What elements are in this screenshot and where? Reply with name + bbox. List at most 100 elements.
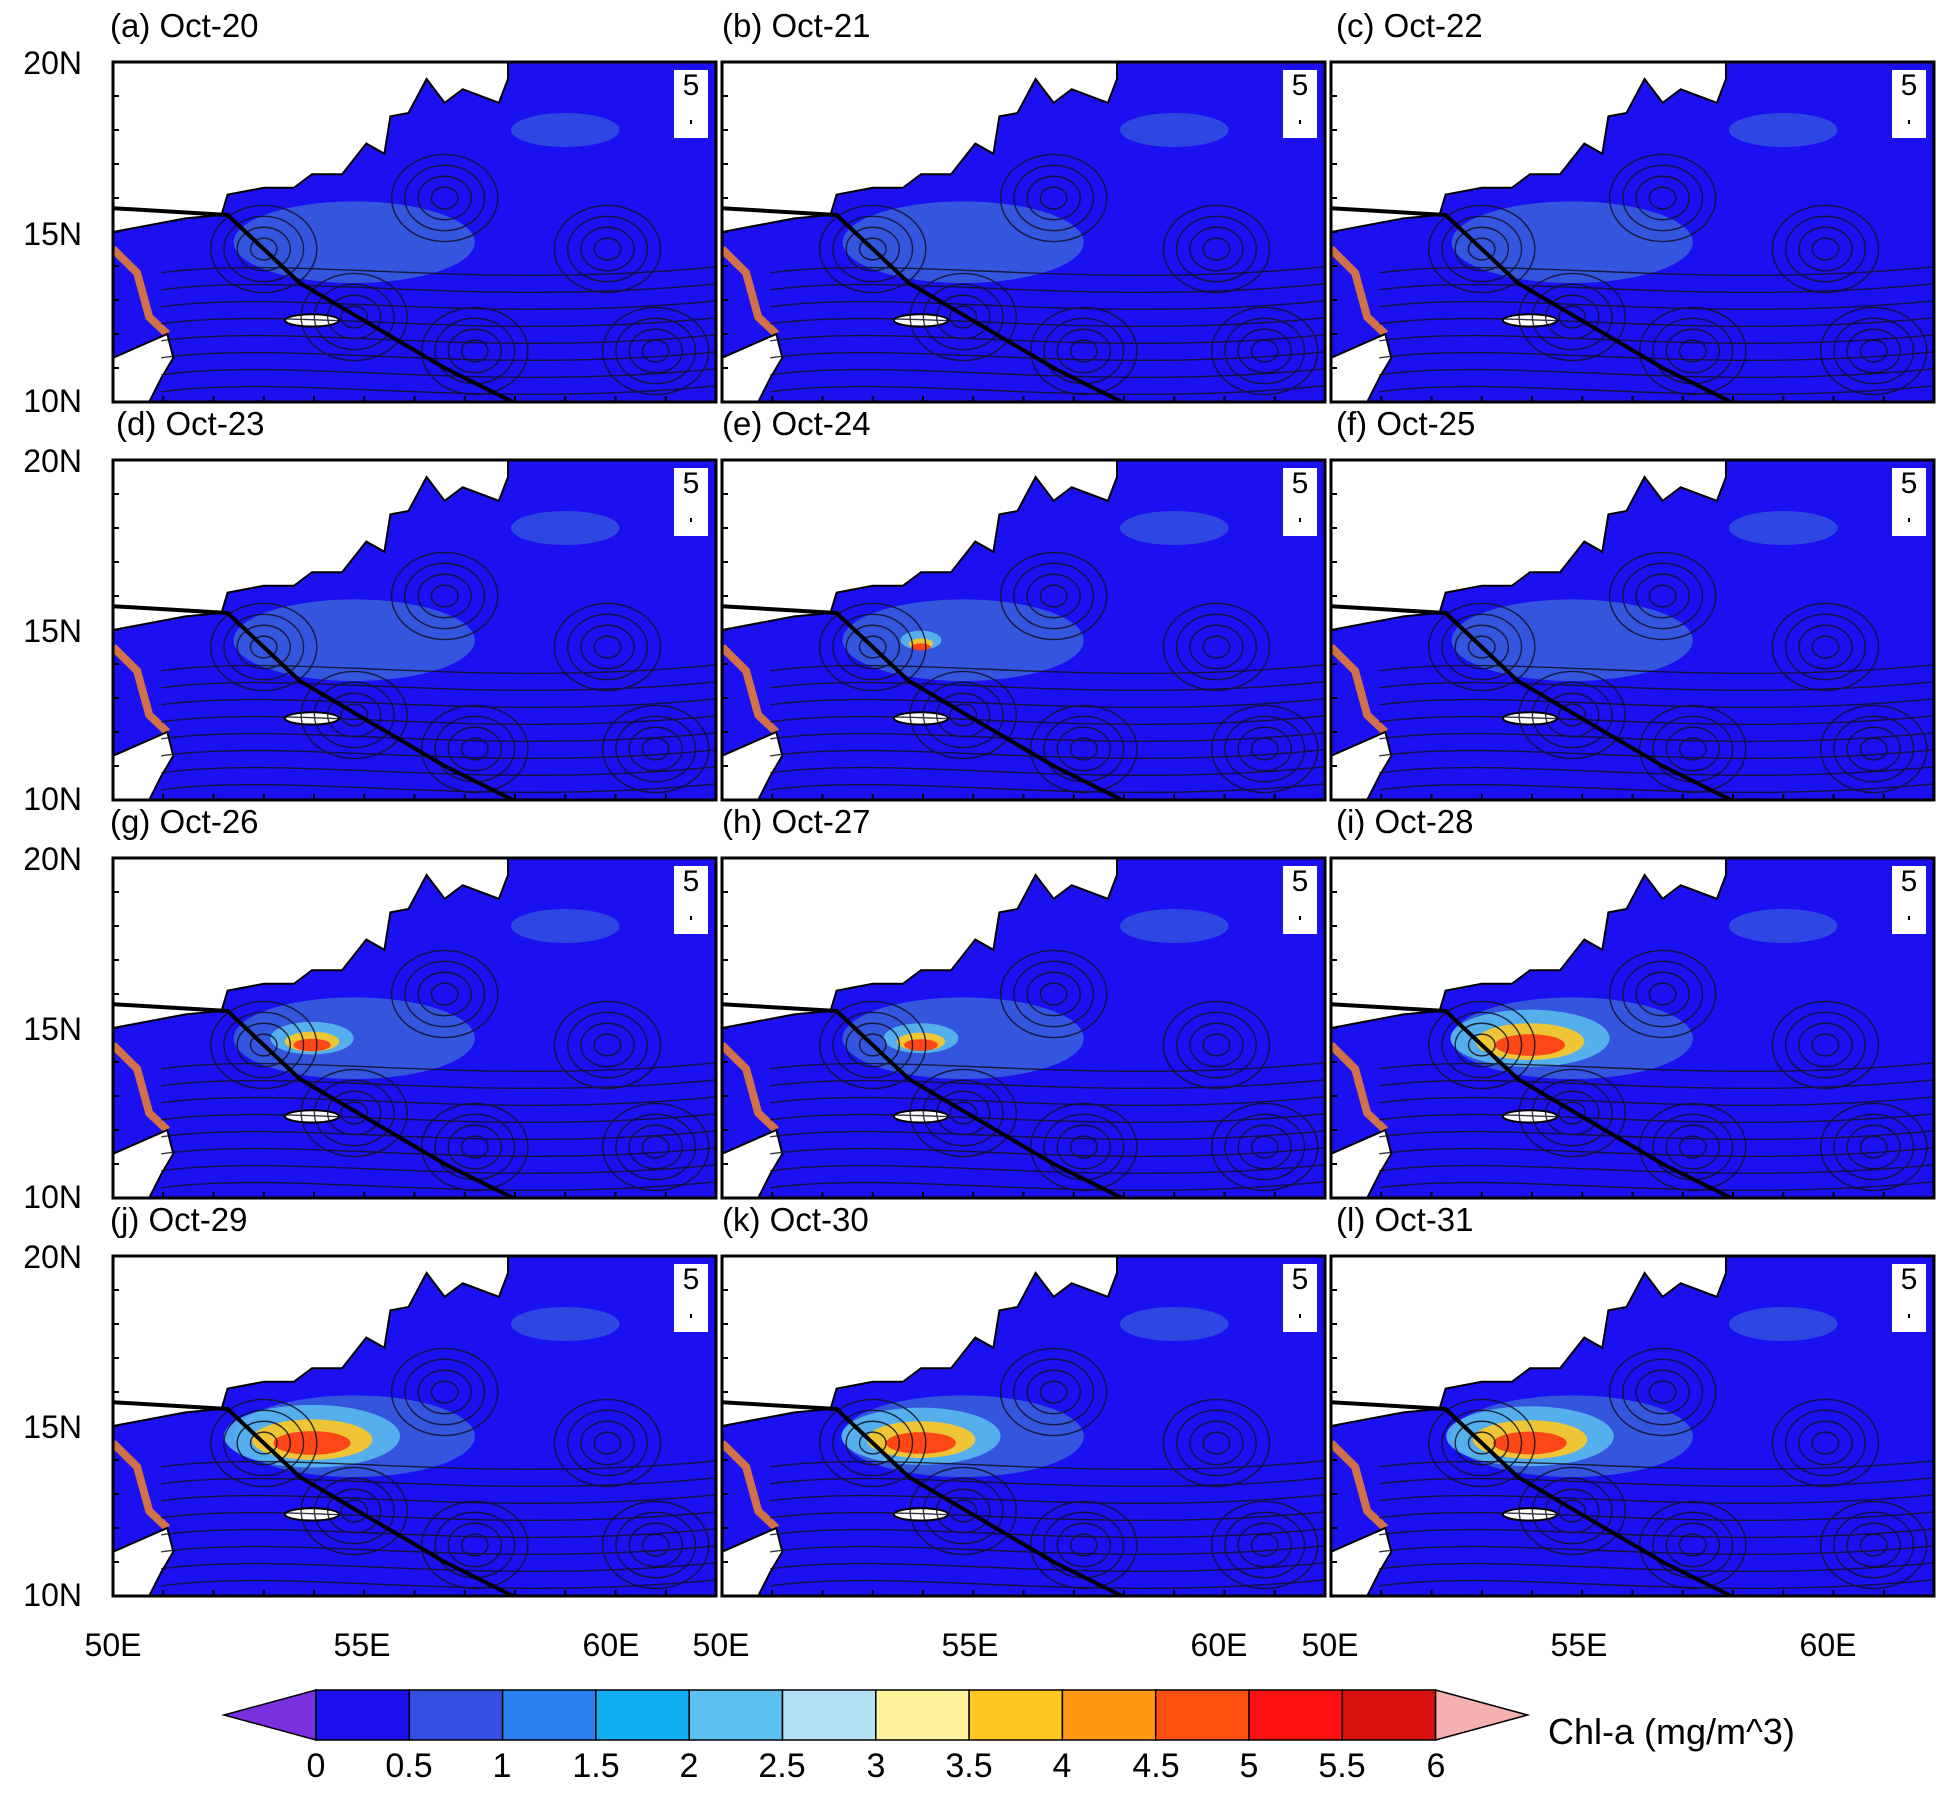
streamline-loop <box>1441 1011 1523 1079</box>
streamline-loop <box>1069 1135 1098 1159</box>
streamline-loop <box>1622 1358 1704 1426</box>
streamline-loop <box>1846 726 1901 772</box>
streamline-loop <box>1798 226 1853 272</box>
streamline-flow <box>1379 1579 1934 1590</box>
colorbar-tick-4-5: 4.5 <box>1132 1747 1180 1785</box>
streamline-loop <box>223 215 305 283</box>
streamline-loop <box>1531 681 1613 749</box>
land-arabia <box>113 858 509 1030</box>
streamline-loop <box>1635 175 1690 221</box>
streamline-loop <box>209 204 318 294</box>
streamline-loop <box>1558 305 1587 329</box>
streamline-loop <box>1202 1431 1231 1455</box>
streamline-flow <box>1379 300 1934 311</box>
streamline-flow <box>770 698 1325 709</box>
streamline-loop <box>1427 1000 1536 1090</box>
streamline-loop <box>1237 328 1292 374</box>
tick-marks <box>112 459 717 801</box>
colorbar-title: Chl-a (mg/m^3) <box>1548 1711 1795 1752</box>
streamline-loop <box>1467 1431 1496 1455</box>
streamline-loop <box>236 1022 291 1068</box>
colorbar-tick-1-5: 1.5 <box>572 1747 620 1785</box>
streamline-loop <box>553 1000 662 1090</box>
ref-vector-g: 5 <box>682 865 700 898</box>
streamline-flow <box>161 1477 716 1488</box>
map-panel-g <box>111 856 718 1200</box>
streamline-loop <box>1771 204 1880 294</box>
streamlines <box>1379 1347 1934 1590</box>
land-arabia <box>113 62 509 234</box>
reference-vector-box <box>1892 70 1926 138</box>
streamline-loop <box>593 237 622 261</box>
streamline-loop <box>845 624 900 670</box>
reference-vector-arrow <box>690 916 692 920</box>
bloom-core <box>293 1038 331 1052</box>
streamline-flow <box>770 1579 1325 1590</box>
streamline-loop <box>417 573 472 619</box>
streamline-loop <box>1622 164 1704 232</box>
streamline-flow <box>161 1545 716 1556</box>
streamline-loop <box>566 1409 648 1477</box>
streamline-loop <box>593 1033 622 1057</box>
land-somalia <box>722 1128 784 1198</box>
tick-marks <box>721 857 1326 1199</box>
streamline-flow <box>1379 681 1934 692</box>
streamline-loop <box>1454 1420 1509 1466</box>
streamline-flow <box>161 783 716 794</box>
coastal-bloom <box>722 1440 780 1531</box>
ref-vector-b: 5 <box>1291 69 1309 102</box>
streamline-loop <box>1784 613 1866 681</box>
land-somalia <box>1331 332 1393 402</box>
streamline-loop <box>1639 1500 1747 1590</box>
ref-vector-d: 5 <box>682 467 700 500</box>
reference-vector-box <box>674 1264 708 1332</box>
boundary-line <box>1331 206 1736 402</box>
streamline-loop <box>1846 1522 1901 1568</box>
streamline-loop <box>601 1500 710 1590</box>
streamline-loop <box>615 715 697 783</box>
streamline-loop <box>1162 1000 1271 1090</box>
reference-vector-arrow <box>1908 1314 1910 1318</box>
streamline-loop <box>832 215 914 283</box>
streamline-flow <box>1379 283 1934 294</box>
streamline-flow <box>770 1545 1325 1556</box>
map-panel-c <box>1329 60 1936 404</box>
streamline-loop <box>1026 573 1081 619</box>
map-panel-h <box>720 856 1327 1200</box>
streamline-loop <box>628 726 683 772</box>
streamline-loop <box>1798 1022 1853 1068</box>
streamline-loop <box>313 1079 395 1147</box>
lat-label-10n-row4: 10N <box>23 1577 82 1613</box>
streamline-flow <box>1379 1477 1934 1488</box>
streamline-loop <box>430 186 459 210</box>
streamline-flow <box>161 300 716 311</box>
streamline-loop <box>1648 186 1677 210</box>
streamline-loop <box>628 1124 683 1170</box>
streamline-flow <box>161 385 716 396</box>
streamline-flow <box>770 1562 1325 1573</box>
ref-vector-j: 5 <box>682 1263 700 1296</box>
ref-vector-a: 5 <box>682 69 700 102</box>
streamline-loop <box>1784 1011 1866 1079</box>
streamline-flow <box>770 766 1325 777</box>
streamline-flow <box>161 1562 716 1573</box>
lat-label-15n-row3: 15N <box>23 1011 82 1047</box>
streamline-loop <box>999 949 1108 1039</box>
panel-title-d: (d) Oct-23 <box>116 405 265 442</box>
streamline-loop <box>236 226 291 272</box>
streamline-loop <box>209 1000 318 1090</box>
streamline-loop <box>832 1409 914 1477</box>
streamline-flow <box>1379 1062 1934 1073</box>
coastal-bloom <box>1331 1440 1389 1531</box>
streamline-flow <box>161 351 716 362</box>
land-arabia <box>722 62 1118 234</box>
lat-label-20n-row1: 20N <box>23 45 82 81</box>
streamline-loop <box>1635 971 1690 1017</box>
streamline-loop <box>430 982 459 1006</box>
lon-label-60e-col1: 60E <box>582 1627 640 1663</box>
streamline-loop <box>1811 237 1840 261</box>
streamline-flow <box>161 664 716 675</box>
streamline-flow <box>161 317 716 328</box>
streamline-loop <box>1039 186 1068 210</box>
